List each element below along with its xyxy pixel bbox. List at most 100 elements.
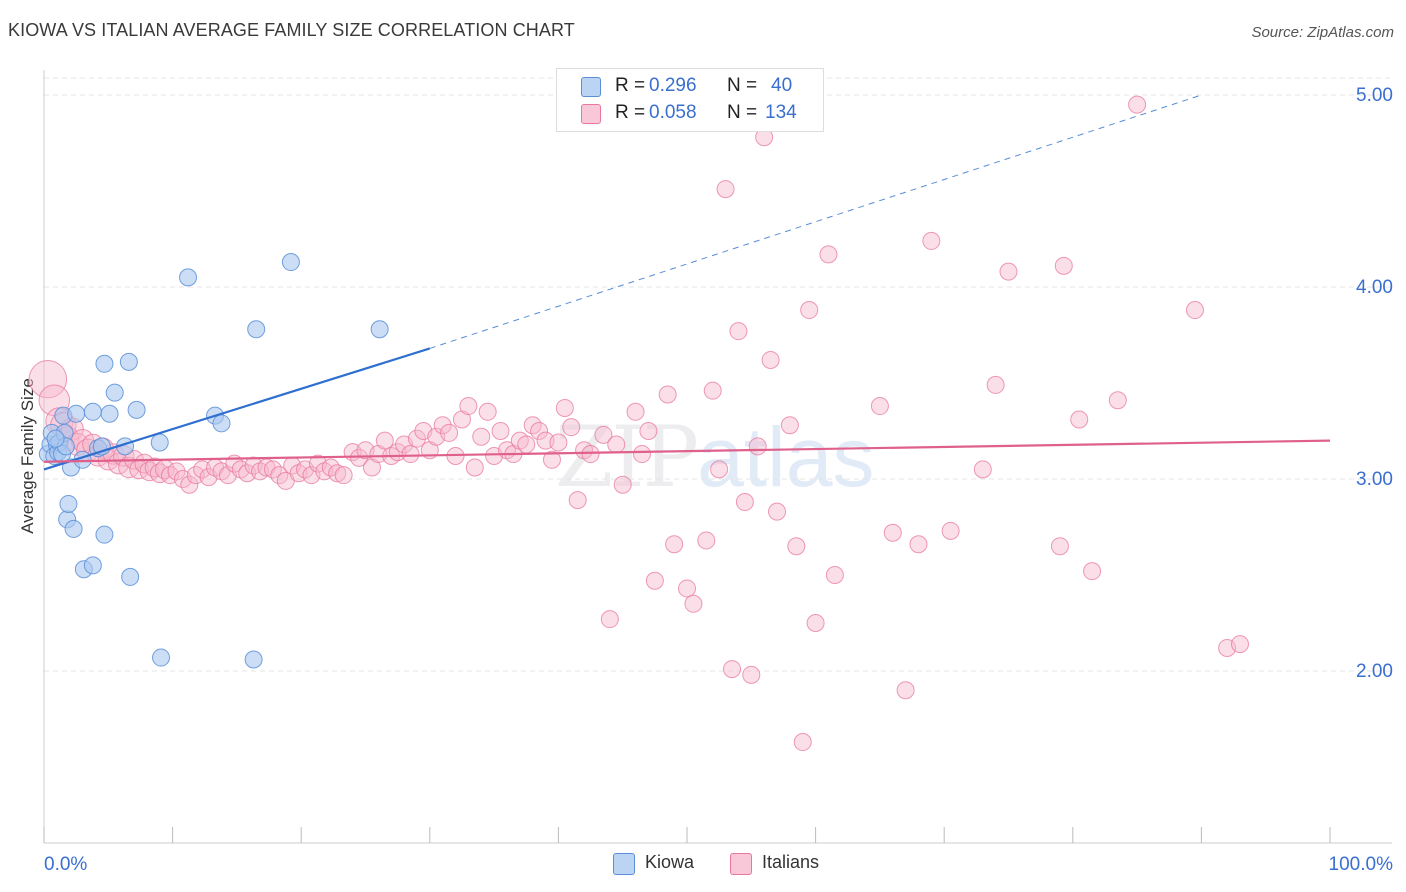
kiowa-point bbox=[247, 320, 266, 339]
kiowa-point bbox=[105, 383, 124, 402]
kiowa-point bbox=[119, 352, 138, 371]
italian-point bbox=[768, 502, 787, 521]
kiowa-point bbox=[127, 400, 146, 419]
italian-point bbox=[1128, 95, 1147, 114]
italian-point bbox=[491, 422, 510, 440]
italian-point bbox=[517, 435, 536, 454]
italian-point bbox=[665, 535, 684, 554]
kiowa-point bbox=[100, 404, 119, 423]
italian-point bbox=[716, 180, 735, 199]
italian-point bbox=[1050, 537, 1069, 556]
y-tick-label: 2.00 bbox=[1356, 661, 1393, 682]
legend-italians-r-value: 0.058 bbox=[649, 102, 697, 123]
italian-point bbox=[144, 457, 165, 478]
kiowa-point bbox=[95, 525, 114, 544]
kiowa-point bbox=[152, 648, 171, 667]
italian-point bbox=[723, 660, 742, 679]
italian-point bbox=[465, 458, 484, 477]
bottom-swatch-kiowa bbox=[613, 853, 635, 875]
italian-point bbox=[581, 445, 600, 464]
legend-kiowa-r-value: 0.296 bbox=[649, 75, 697, 96]
italian-point bbox=[613, 475, 632, 494]
legend-kiowa-r-label: R = bbox=[615, 75, 646, 96]
italian-point bbox=[478, 402, 497, 421]
italian-point bbox=[600, 610, 619, 629]
chart-title: KIOWA VS ITALIAN AVERAGE FAMILY SIZE COR… bbox=[8, 20, 575, 40]
italian-point bbox=[742, 665, 761, 684]
x-tick-label-min: 0.0% bbox=[44, 854, 87, 875]
italian-point bbox=[787, 537, 806, 556]
watermark-atlas: atlas bbox=[697, 410, 875, 504]
italian-point bbox=[334, 466, 353, 485]
kiowa-point bbox=[212, 414, 231, 433]
italian-point bbox=[555, 398, 574, 417]
italian-point bbox=[1054, 256, 1073, 275]
italian-point bbox=[433, 416, 452, 435]
italian-point bbox=[459, 397, 478, 416]
italian-point bbox=[658, 385, 677, 404]
italian-point bbox=[748, 437, 767, 456]
italian-point bbox=[999, 262, 1018, 281]
italian-point bbox=[761, 350, 780, 369]
italian-point bbox=[180, 475, 199, 494]
italian-point bbox=[28, 359, 68, 399]
italian-point bbox=[568, 491, 587, 510]
italian-point bbox=[896, 681, 915, 700]
italian-point bbox=[883, 523, 902, 542]
italian-point bbox=[530, 422, 549, 440]
italian-point bbox=[800, 301, 819, 320]
italian-point bbox=[549, 433, 568, 452]
x-tick-label-max: 100.0% bbox=[1329, 854, 1394, 875]
kiowa-point bbox=[281, 253, 300, 272]
kiowa-point bbox=[46, 429, 65, 448]
italian-point bbox=[941, 521, 960, 540]
italian-point bbox=[909, 535, 928, 554]
italian-point bbox=[729, 322, 748, 341]
italian-point bbox=[825, 566, 844, 584]
italian-point bbox=[440, 423, 459, 442]
kiowa-point bbox=[67, 404, 86, 423]
italian-point bbox=[167, 462, 186, 481]
italian-point bbox=[607, 435, 626, 454]
italian-point bbox=[626, 402, 645, 421]
italian-point bbox=[350, 448, 369, 467]
watermark: ZIPatlas bbox=[555, 408, 875, 506]
italian-point bbox=[1230, 635, 1249, 654]
source-label: Source: ZipAtlas.com bbox=[1251, 24, 1394, 41]
italian-point bbox=[407, 429, 426, 448]
italian-point bbox=[710, 460, 729, 479]
italian-point bbox=[375, 431, 394, 450]
kiowa-point bbox=[59, 494, 78, 513]
italian-point bbox=[735, 493, 754, 512]
y-tick-label: 5.00 bbox=[1356, 85, 1393, 106]
italian-point bbox=[973, 460, 992, 479]
italian-point bbox=[780, 416, 799, 435]
legend-swatch-kiowa bbox=[581, 77, 601, 97]
kiowa-point bbox=[64, 519, 83, 538]
italian-point bbox=[632, 445, 651, 464]
italian-point bbox=[401, 445, 420, 464]
y-tick-label: 4.00 bbox=[1356, 277, 1393, 298]
italian-trend-line bbox=[43, 439, 1331, 463]
legend-kiowa-n-label: N = bbox=[727, 75, 758, 96]
legend-kiowa-n-value: 40 bbox=[771, 75, 793, 96]
italian-point bbox=[328, 464, 347, 483]
kiowa-point bbox=[244, 650, 263, 669]
italian-point bbox=[1185, 301, 1204, 320]
italian-point bbox=[986, 375, 1005, 394]
italian-point bbox=[806, 614, 825, 632]
kiowa-point bbox=[121, 567, 140, 586]
italian-point bbox=[1070, 410, 1089, 429]
italian-point bbox=[1083, 562, 1102, 581]
y-tick-label: 3.00 bbox=[1356, 469, 1393, 490]
kiowa-point bbox=[83, 402, 102, 421]
italian-point bbox=[703, 381, 722, 400]
italian-point bbox=[678, 579, 696, 598]
kiowa-point bbox=[83, 556, 102, 575]
italian-point bbox=[684, 594, 703, 613]
bottom-label-kiowa: Kiowa bbox=[645, 852, 695, 872]
italian-point bbox=[639, 422, 658, 440]
kiowa-point bbox=[150, 433, 169, 452]
italian-point bbox=[1108, 391, 1127, 410]
